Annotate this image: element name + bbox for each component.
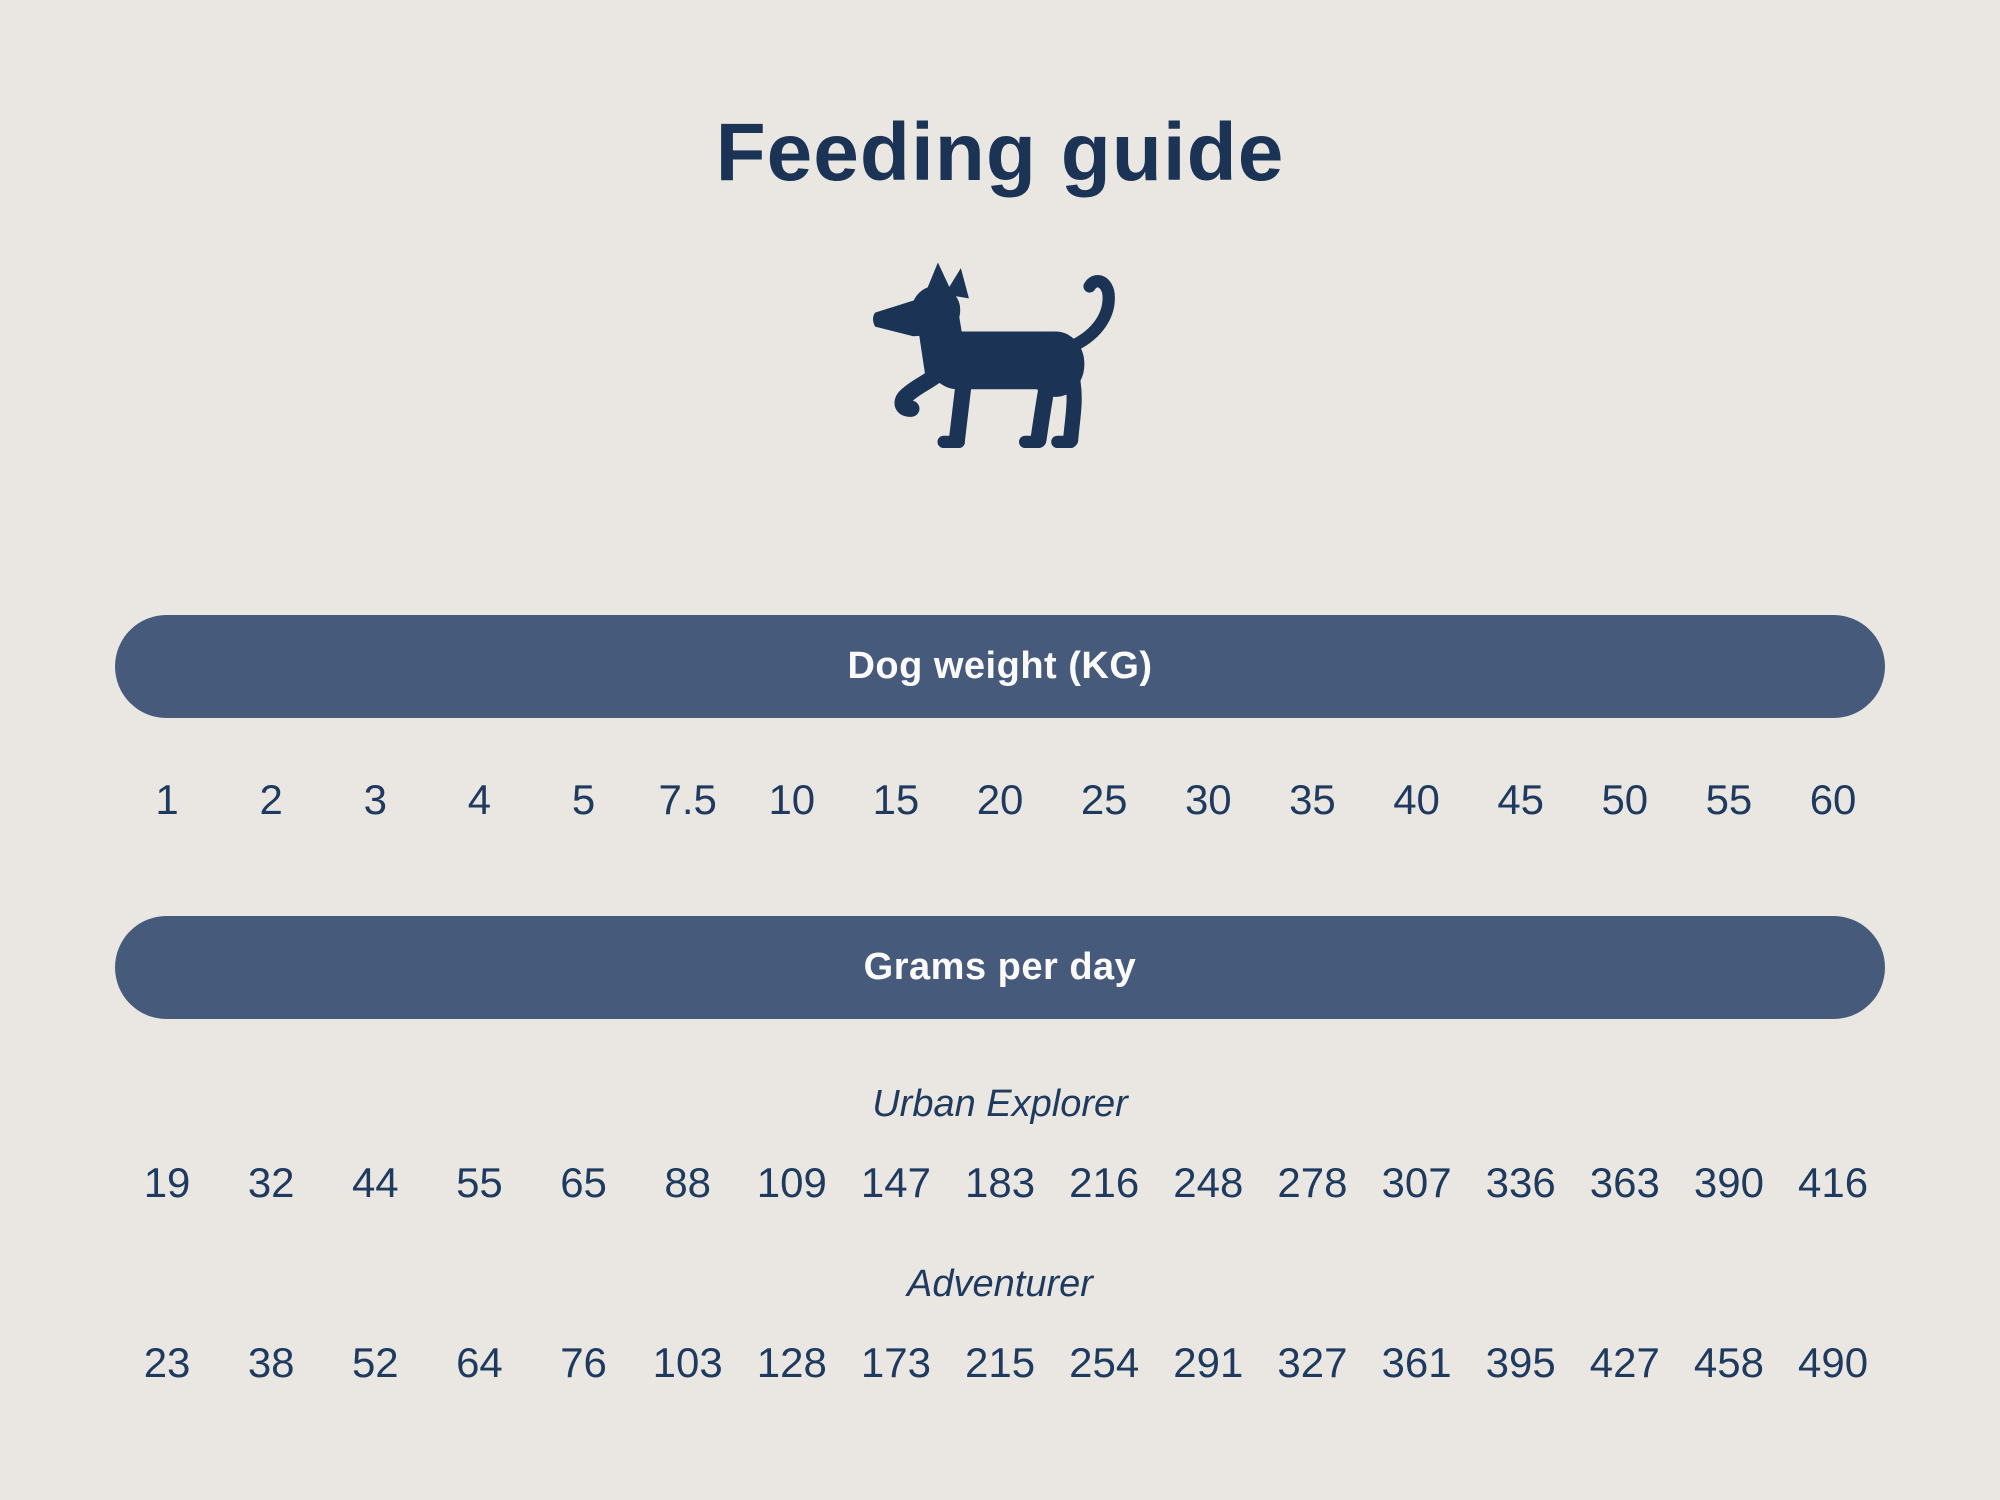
value-cell: 147 — [860, 1159, 931, 1206]
value-cell: 44 — [351, 1159, 399, 1206]
value-cell: 336 — [1485, 1159, 1556, 1206]
value-cell: 88 — [664, 1159, 712, 1206]
value-cell: 278 — [1277, 1159, 1348, 1206]
value-cell: 1 — [155, 776, 179, 823]
value-cell: 307 — [1381, 1159, 1452, 1206]
value-cell: 45 — [1497, 776, 1545, 823]
value-cell: 20 — [976, 776, 1024, 823]
value-cell: 395 — [1485, 1339, 1556, 1386]
dog-icon — [858, 258, 1143, 481]
value-cell: 416 — [1798, 1159, 1869, 1206]
value-cell: 109 — [756, 1159, 827, 1206]
value-cell: 55 — [456, 1159, 503, 1206]
plan-label-adventurer: Adventurer — [907, 1263, 1093, 1305]
value-cell: 32 — [247, 1159, 295, 1206]
value-cell: 2 — [259, 776, 283, 823]
value-cell: 291 — [1173, 1339, 1244, 1386]
value-cell: 254 — [1069, 1339, 1140, 1386]
value-cell: 50 — [1601, 776, 1649, 823]
value-cell: 19 — [143, 1159, 191, 1206]
value-cell: 390 — [1693, 1159, 1764, 1206]
weight-row: 1 2 3 4 5 7.5 10 15 20 25 30 35 40 45 50 55 60 — [115, 758, 1885, 842]
urban-explorer-row: 19 32 44 55 65 88 109 147 183 216 248 278 307 336 363 3… — [115, 1141, 1885, 1225]
grams-per-day-banner: Grams per day — [115, 916, 1885, 1019]
value-cell: 55 — [1705, 776, 1753, 823]
value-cell: 361 — [1381, 1339, 1452, 1386]
dog-weight-banner-label: Dog weight (KG) — [847, 645, 1153, 687]
value-cell: 15 — [872, 776, 920, 823]
value-cell: 327 — [1277, 1339, 1348, 1386]
dog-icon-wrap — [0, 258, 2000, 481]
value-cell: 52 — [351, 1339, 399, 1386]
dog-weight-banner: Dog weight (KG) — [115, 615, 1885, 718]
value-cell: 76 — [560, 1339, 607, 1386]
value-cell: 64 — [456, 1339, 503, 1386]
value-cell: 10 — [768, 776, 816, 823]
value-cell: 7.5 — [658, 776, 717, 823]
value-cell: 173 — [860, 1339, 931, 1386]
value-cell: 183 — [965, 1159, 1036, 1206]
grams-per-day-banner-label: Grams per day — [863, 946, 1137, 988]
value-cell: 3 — [363, 776, 387, 823]
adventurer-row: 23 38 52 64 76 103 128 173 215 254 291 327 361 395 427… — [115, 1321, 1885, 1405]
value-cell: 25 — [1080, 776, 1128, 823]
value-cell: 23 — [143, 1339, 191, 1386]
value-cell: 216 — [1069, 1159, 1140, 1206]
value-cell: 458 — [1693, 1339, 1764, 1386]
value-cell: 38 — [247, 1339, 295, 1386]
value-cell: 248 — [1173, 1159, 1244, 1206]
page-title: Feeding guide — [715, 107, 1285, 198]
value-cell: 60 — [1809, 776, 1857, 823]
value-cell: 30 — [1184, 776, 1232, 823]
value-cell: 128 — [756, 1339, 827, 1386]
value-cell: 215 — [965, 1339, 1036, 1386]
value-cell: 427 — [1589, 1339, 1660, 1386]
plan-label-urban-explorer: Urban Explorer — [872, 1083, 1128, 1125]
value-cell: 5 — [571, 776, 596, 823]
value-cell: 40 — [1393, 776, 1440, 823]
value-cell: 103 — [652, 1339, 723, 1386]
value-cell: 65 — [560, 1159, 607, 1206]
value-cell: 363 — [1589, 1159, 1660, 1206]
value-cell: 490 — [1798, 1339, 1869, 1386]
value-cell: 4 — [467, 776, 492, 823]
value-cell: 35 — [1289, 776, 1336, 823]
